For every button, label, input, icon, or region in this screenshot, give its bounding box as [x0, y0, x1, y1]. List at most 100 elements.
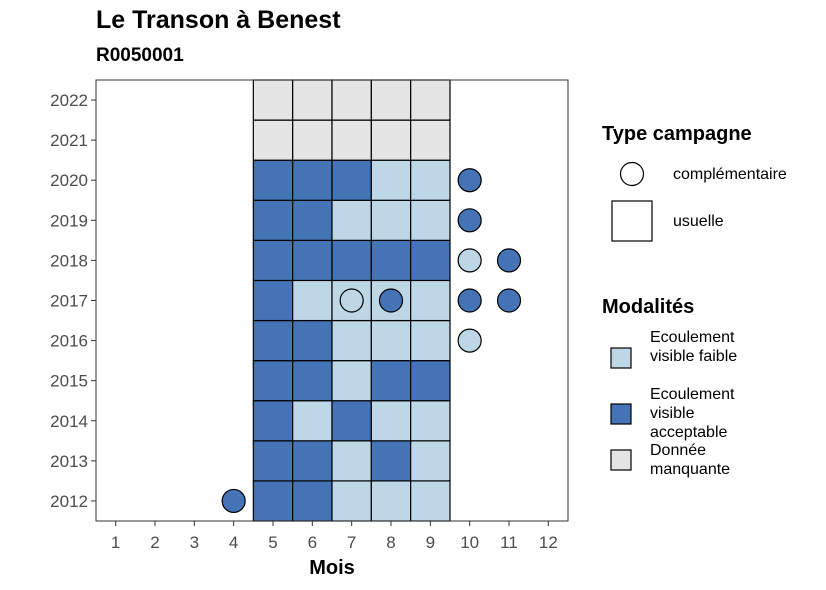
- x-tick-label-10: 10: [460, 533, 479, 552]
- cell-2015-8: [370, 360, 412, 402]
- point-2017-7: [339, 288, 364, 313]
- cell-2013-7: [331, 440, 372, 482]
- x-tick-label-7: 7: [347, 533, 356, 552]
- x-tick-label-1: 1: [111, 533, 120, 552]
- cell-2022-8: [370, 79, 412, 121]
- cell-2014-7: [331, 400, 372, 442]
- x-tick-label-3: 3: [190, 533, 199, 552]
- point-2019-10: [457, 208, 482, 233]
- y-tick-label-2014: 2014: [50, 412, 88, 431]
- point-2016-10: [457, 328, 482, 353]
- cell-2020-6: [292, 159, 333, 201]
- cell-2012-6: [292, 480, 333, 522]
- cell-2013-5: [252, 440, 294, 482]
- y-tick-label-2015: 2015: [50, 372, 88, 391]
- legend-square-symbol: [611, 200, 653, 242]
- cell-2014-9: [410, 400, 451, 442]
- legend-type-title: Type campagne: [602, 123, 752, 145]
- cell-2019-8: [370, 199, 412, 241]
- x-tick-label-5: 5: [268, 533, 277, 552]
- chart-subtitle: R0050001: [96, 45, 184, 66]
- cell-2022-9: [410, 79, 451, 121]
- cell-2019-7: [331, 199, 372, 241]
- y-tick-label-2019: 2019: [50, 211, 88, 230]
- cell-2019-6: [292, 199, 333, 241]
- point-2018-11: [496, 248, 522, 273]
- cell-2022-6: [292, 79, 333, 121]
- x-tick-label-9: 9: [426, 533, 435, 552]
- chart-title: Le Transon à Benest: [96, 6, 341, 34]
- cell-2020-8: [370, 159, 412, 201]
- cell-2012-9: [410, 480, 451, 522]
- cell-2021-6: [292, 119, 333, 161]
- cell-2021-5: [252, 119, 294, 161]
- cell-2013-8: [370, 440, 412, 482]
- x-tick-label-2: 2: [150, 533, 159, 552]
- cell-2016-6: [292, 319, 333, 362]
- cell-2014-8: [370, 400, 412, 442]
- cell-2016-9: [410, 319, 451, 362]
- cell-2018-7: [331, 239, 372, 282]
- legend-complementaire-label: complémentaire: [673, 166, 787, 183]
- cell-2021-8: [370, 119, 412, 161]
- x-tick-label-11: 11: [500, 533, 518, 552]
- cell-2012-8: [370, 480, 412, 522]
- y-tick-label-2018: 2018: [50, 251, 88, 270]
- cell-2016-7: [331, 319, 372, 362]
- x-axis-label: Mois: [309, 557, 355, 579]
- point-2018-10: [457, 248, 482, 273]
- y-tick-label-2022: 2022: [50, 91, 88, 110]
- cell-2013-9: [410, 440, 451, 482]
- legend-swatch-manquante: [610, 449, 632, 471]
- legend-swatch-faible: [610, 347, 632, 369]
- usuelle-cells-group: [252, 79, 451, 522]
- legend-circle-symbol: [619, 161, 645, 187]
- legend-acceptable-label: Ecoulement visible acceptable: [650, 386, 735, 441]
- cell-2015-6: [292, 360, 333, 402]
- cell-2015-5: [252, 360, 294, 402]
- cell-2020-7: [331, 159, 372, 201]
- complementaire-points-group: [221, 168, 522, 514]
- cell-2022-7: [331, 79, 372, 121]
- cell-2021-7: [331, 119, 372, 161]
- point-2020-10: [457, 168, 482, 193]
- x-tick-label-6: 6: [308, 533, 317, 552]
- cell-2012-5: [252, 480, 294, 522]
- cell-2018-8: [370, 239, 412, 282]
- cell-2018-5: [252, 239, 294, 282]
- cell-2015-7: [331, 360, 372, 402]
- cell-2021-9: [410, 119, 451, 161]
- x-tick-label-8: 8: [386, 533, 395, 552]
- cell-2019-5: [252, 199, 294, 241]
- cell-2016-8: [370, 319, 412, 362]
- y-axis: 2012 2013 2014 2015 2016 2017 2018 2019 2020 2021…: [50, 91, 96, 511]
- cell-2020-9: [410, 159, 451, 201]
- cell-2012-7: [331, 480, 372, 522]
- cell-2014-6: [292, 400, 333, 442]
- x-tick-label-4: 4: [229, 533, 238, 552]
- point-2017-10: [457, 288, 482, 313]
- cell-2016-5: [252, 319, 294, 362]
- point-2017-8: [378, 288, 404, 313]
- point-2012-4: [221, 488, 246, 514]
- x-axis: 1 2 3 4 5 6 7 8 9 10 11 12: [111, 521, 558, 552]
- legend-faible-label: Ecoulement visible faible: [650, 329, 738, 365]
- cell-2014-5: [252, 400, 294, 442]
- cell-2017-9: [410, 279, 451, 322]
- y-tick-label-2020: 2020: [50, 171, 88, 190]
- cell-2017-5: [252, 279, 294, 322]
- y-tick-label-2012: 2012: [50, 492, 88, 511]
- y-tick-label-2016: 2016: [50, 332, 88, 351]
- cell-2018-9: [410, 239, 451, 282]
- legend-usuelle-label: usuelle: [673, 213, 724, 230]
- cell-2022-5: [252, 79, 294, 121]
- y-tick-label-2017: 2017: [50, 292, 88, 311]
- y-tick-label-2021: 2021: [50, 131, 88, 150]
- cell-2020-5: [252, 159, 294, 201]
- cell-2019-9: [410, 199, 451, 241]
- cell-2017-6: [292, 279, 333, 322]
- legend-manquante-label: Donnée manquante: [650, 442, 731, 478]
- point-2017-11: [496, 288, 522, 313]
- x-tick-label-12: 12: [539, 533, 558, 552]
- cell-2015-9: [410, 360, 451, 402]
